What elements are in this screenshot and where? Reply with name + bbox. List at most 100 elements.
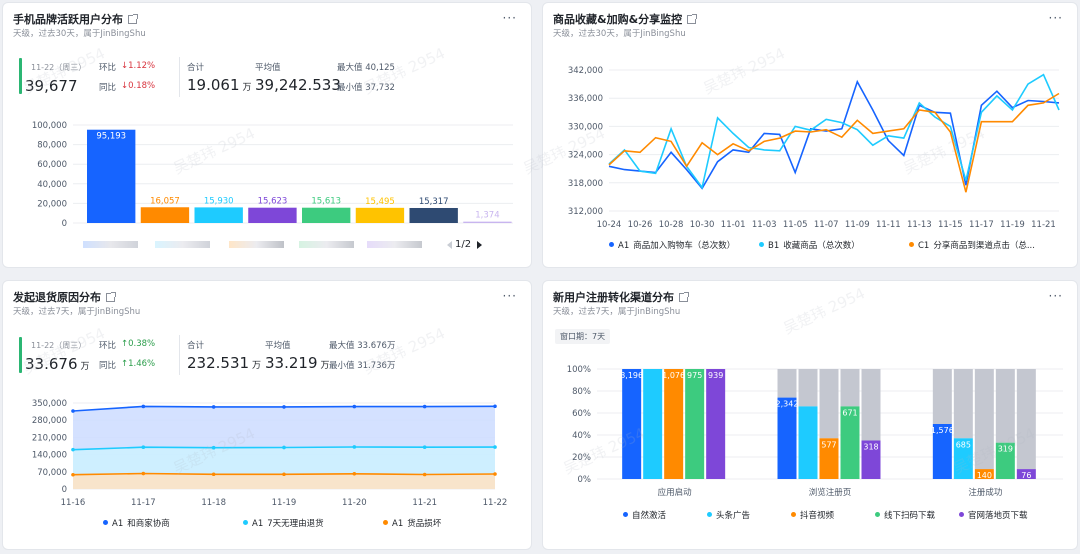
panel-title: 发起退货原因分布: [13, 289, 116, 305]
bar: [777, 397, 797, 479]
kpi-yoy-value: ↑1.46%: [121, 359, 156, 369]
series-line: [608, 79, 1060, 190]
x-tick-label: 11-21: [1031, 220, 1056, 230]
more-menu-button[interactable]: ···: [502, 289, 517, 303]
y-tick-label: 0: [62, 219, 67, 229]
kpi-yoy-value: ↓0.18%: [121, 81, 156, 91]
x-tick-label: 11-11: [876, 220, 901, 230]
x-tick-label: 11-01: [721, 220, 746, 230]
legend-tag: A1: [252, 519, 264, 529]
x-category-label: 注册成功: [968, 487, 1002, 498]
legend-dot-icon: [875, 512, 880, 517]
kpi-avg-value: 33.219 万: [265, 354, 330, 372]
bar: [974, 469, 994, 479]
data-point: [282, 445, 286, 450]
data-point: [211, 405, 216, 409]
bar: [706, 369, 726, 479]
data-label: 15,495: [365, 197, 395, 207]
legend-label: 和商家协商: [127, 519, 170, 529]
data-label: 685: [956, 440, 971, 449]
legend-item[interactable]: 头条广告: [707, 509, 750, 521]
y-tick-label: 70,000: [37, 468, 67, 478]
legend-item[interactable]: A1 货品损坏: [383, 517, 441, 529]
bar: [248, 207, 297, 223]
more-menu-button[interactable]: ···: [502, 11, 517, 25]
data-label: 15,613: [311, 197, 341, 207]
kpi-total-value: 19.061 万: [187, 76, 252, 94]
legend-item[interactable]: A1 7天无理由退货: [243, 517, 324, 529]
kpi-mom-label: 环比: [99, 341, 117, 351]
x-tick-label: 11-17: [131, 498, 156, 508]
data-point: [211, 445, 216, 450]
legend-dot-icon: [243, 520, 248, 525]
legend-swatch: [155, 241, 210, 248]
more-menu-button[interactable]: ···: [1048, 11, 1063, 25]
kpi-total-label: 合计: [187, 341, 205, 351]
y-tick-label: 40,000: [37, 180, 67, 190]
data-point: [141, 445, 146, 450]
x-tick-label: 10-30: [690, 220, 715, 230]
data-label: 1,076: [662, 371, 685, 380]
data-point: [282, 405, 286, 409]
external-link-icon[interactable]: [687, 14, 698, 24]
legend-item[interactable]: 线下扫码下载: [875, 509, 935, 521]
data-label: 671: [842, 408, 857, 417]
data-point: [352, 471, 357, 476]
data-label: 577: [821, 440, 836, 449]
data-label: 16,057: [150, 196, 180, 206]
data-point: [422, 404, 427, 409]
more-menu-button[interactable]: ···: [1048, 289, 1063, 303]
bar: [1016, 469, 1036, 479]
kpi-min: 最小值 37,732: [337, 83, 395, 93]
bar: [409, 207, 458, 223]
kpi-mom-label: 环比: [99, 63, 117, 73]
bar: [861, 440, 881, 479]
x-tick-label: 11-19: [272, 498, 297, 508]
external-link-icon[interactable]: [679, 292, 689, 302]
data-point: [71, 447, 75, 452]
legend-item[interactable]: A1 和商家协商: [103, 517, 170, 529]
data-point: [282, 472, 286, 477]
data-point: [493, 404, 497, 409]
pager-next-icon[interactable]: [477, 241, 482, 249]
kpi-value: 39,677: [25, 77, 78, 95]
legend-item[interactable]: B1 收藏商品（总次数）: [759, 239, 860, 251]
bar: [643, 369, 663, 479]
kpi-mom-value: ↓1.12%: [121, 61, 156, 71]
external-link-icon[interactable]: [106, 292, 116, 302]
x-category-label: 应用启动: [658, 487, 693, 498]
y-tick-label: 318,000: [568, 179, 603, 189]
data-label: 318: [863, 443, 878, 452]
x-tick-label: 11-03: [752, 220, 777, 230]
y-tick-label: 0: [62, 485, 67, 495]
y-tick-label: 312,000: [568, 207, 603, 217]
panel-subtitle: 天级，过去7天，属于JinBingShu: [13, 307, 141, 317]
data-point: [71, 409, 75, 413]
x-category-label: 浏览注册页: [809, 487, 852, 498]
legend-item[interactable]: 自然激活: [623, 509, 666, 521]
return-area-chart: 350,000 280,000 210,000 140,000 70,000 0 11-16…: [32, 399, 508, 508]
legend-tag: A1: [618, 241, 630, 251]
x-tick-label: 11-19: [1000, 220, 1025, 230]
legend-item[interactable]: A1 商品加入购物车（总次数）: [609, 239, 735, 251]
y-tick-label: 80,000: [37, 141, 67, 151]
bar: [819, 438, 839, 479]
legend-item[interactable]: 官网落地页下载: [959, 509, 1028, 521]
kpi-max: 最大值 40,125: [337, 63, 395, 73]
data-label: 319: [998, 445, 1013, 454]
external-link-icon[interactable]: [128, 14, 138, 24]
panel-subtitle: 天级，过去30天，属于JinBingShu: [553, 29, 686, 39]
legend-dot-icon: [103, 520, 108, 525]
legend-dot-icon: [609, 242, 614, 247]
legend-item[interactable]: 抖音视频: [791, 509, 834, 521]
pager-prev-icon[interactable]: [447, 241, 452, 249]
divider: [179, 57, 180, 97]
x-tick-label: 11-07: [814, 220, 839, 230]
bar: [463, 221, 512, 223]
legend-label: 官网落地页下载: [968, 511, 1028, 521]
legend-item[interactable]: C1 分享商品到渠道点击（总...: [909, 239, 1035, 251]
panel-title: 手机品牌活跃用户分布: [13, 11, 138, 27]
bar-remainder: [953, 369, 973, 439]
bar-remainder: [995, 369, 1015, 443]
legend-label: 货品损坏: [407, 519, 442, 529]
